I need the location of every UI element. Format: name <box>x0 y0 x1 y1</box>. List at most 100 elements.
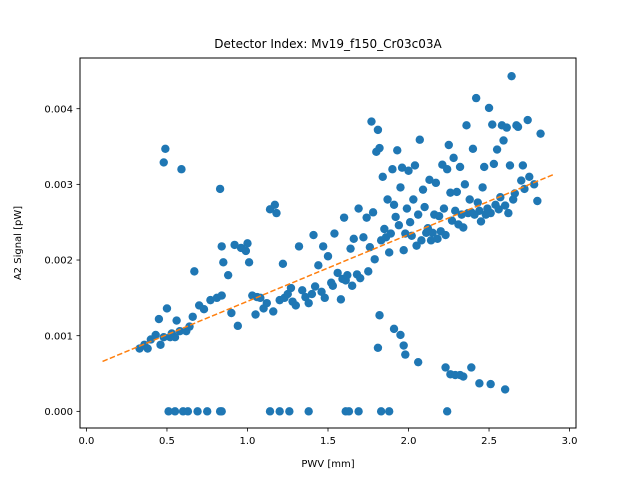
points-layer <box>135 71 545 416</box>
data-point <box>251 310 260 319</box>
data-point <box>262 298 272 308</box>
data-point <box>298 286 307 295</box>
data-point <box>233 321 243 331</box>
data-point <box>457 210 466 219</box>
data-point <box>460 180 470 189</box>
x-tick-label: 1.0 <box>240 436 256 447</box>
data-point <box>320 293 329 303</box>
data-point <box>425 175 434 185</box>
data-point <box>354 204 363 213</box>
data-point <box>475 379 484 388</box>
data-point <box>507 71 516 81</box>
data-point <box>223 270 233 280</box>
data-point <box>380 224 389 234</box>
data-point <box>394 221 404 230</box>
data-point <box>243 239 252 248</box>
data-point <box>393 146 402 155</box>
x-tick-label: 3.0 <box>562 436 578 447</box>
data-point <box>175 326 185 336</box>
data-point <box>368 208 378 217</box>
data-point <box>227 308 236 318</box>
x-tick-label: 0.0 <box>78 436 94 447</box>
data-point <box>217 407 226 416</box>
data-point <box>161 144 170 153</box>
data-point <box>415 135 424 144</box>
data-point <box>505 161 515 170</box>
data-point <box>164 407 173 416</box>
data-point <box>500 201 510 210</box>
data-point <box>328 281 338 290</box>
data-point <box>413 357 423 367</box>
data-point <box>513 122 523 132</box>
data-point <box>426 236 436 245</box>
data-point <box>488 120 497 129</box>
fit-line <box>102 173 554 363</box>
data-point <box>433 234 442 244</box>
data-point <box>455 162 465 172</box>
y-axis-label: A2 Signal [pW] <box>13 206 24 280</box>
data-point <box>188 312 197 321</box>
data-point <box>294 242 304 251</box>
data-point <box>486 208 495 218</box>
data-point <box>504 208 513 218</box>
x-tick-label: 2.0 <box>401 436 417 447</box>
data-point <box>323 252 333 261</box>
data-point <box>170 333 180 342</box>
data-point <box>217 291 226 300</box>
chart-title: Detector Index: Mv19_f150_Cr03c03A <box>214 37 442 51</box>
data-point <box>434 211 444 221</box>
data-point <box>486 379 495 389</box>
data-point <box>291 301 300 310</box>
data-point <box>183 407 193 416</box>
data-point <box>275 407 284 416</box>
x-tick-label: 0.5 <box>159 436 175 447</box>
data-point <box>431 178 441 188</box>
data-point <box>518 161 528 170</box>
data-point <box>409 195 418 204</box>
data-point <box>269 307 278 316</box>
data-point <box>399 341 408 350</box>
data-point <box>336 295 346 304</box>
data-point <box>265 407 275 416</box>
data-point <box>309 230 318 240</box>
data-point <box>314 261 323 270</box>
data-point <box>404 166 413 175</box>
data-point <box>304 407 313 416</box>
x-axis-label: PWV [mm] <box>301 459 354 470</box>
y-axis-ticks: 0.000 0.001 0.002 0.003 0.004 <box>44 104 80 418</box>
data-point <box>399 245 408 255</box>
data-point <box>162 304 172 313</box>
y-tick-label: 0.003 <box>44 180 73 191</box>
data-point <box>449 153 458 163</box>
data-point <box>391 212 400 222</box>
data-point <box>446 188 455 197</box>
data-point <box>370 255 379 264</box>
data-point <box>339 213 349 222</box>
data-point <box>389 200 399 209</box>
data-point <box>439 204 449 213</box>
data-point <box>333 268 342 278</box>
data-point <box>494 205 503 214</box>
data-point <box>347 281 357 290</box>
data-point <box>397 163 407 172</box>
data-point <box>451 206 460 216</box>
data-point <box>480 162 489 172</box>
x-tick-label: 1.5 <box>320 436 336 447</box>
data-point <box>402 204 412 213</box>
y-tick-label: 0.002 <box>44 256 73 267</box>
data-point <box>206 295 215 305</box>
data-point <box>310 282 320 291</box>
data-point <box>378 172 387 181</box>
data-point <box>418 185 428 194</box>
data-point <box>307 289 317 299</box>
data-point <box>304 298 313 308</box>
data-point <box>272 208 281 218</box>
data-point <box>330 229 339 238</box>
data-point <box>475 206 484 216</box>
data-point <box>462 121 471 130</box>
data-point <box>410 161 420 170</box>
data-point <box>362 213 371 222</box>
data-point <box>396 330 405 340</box>
data-point <box>344 407 354 416</box>
data-point <box>467 363 476 372</box>
